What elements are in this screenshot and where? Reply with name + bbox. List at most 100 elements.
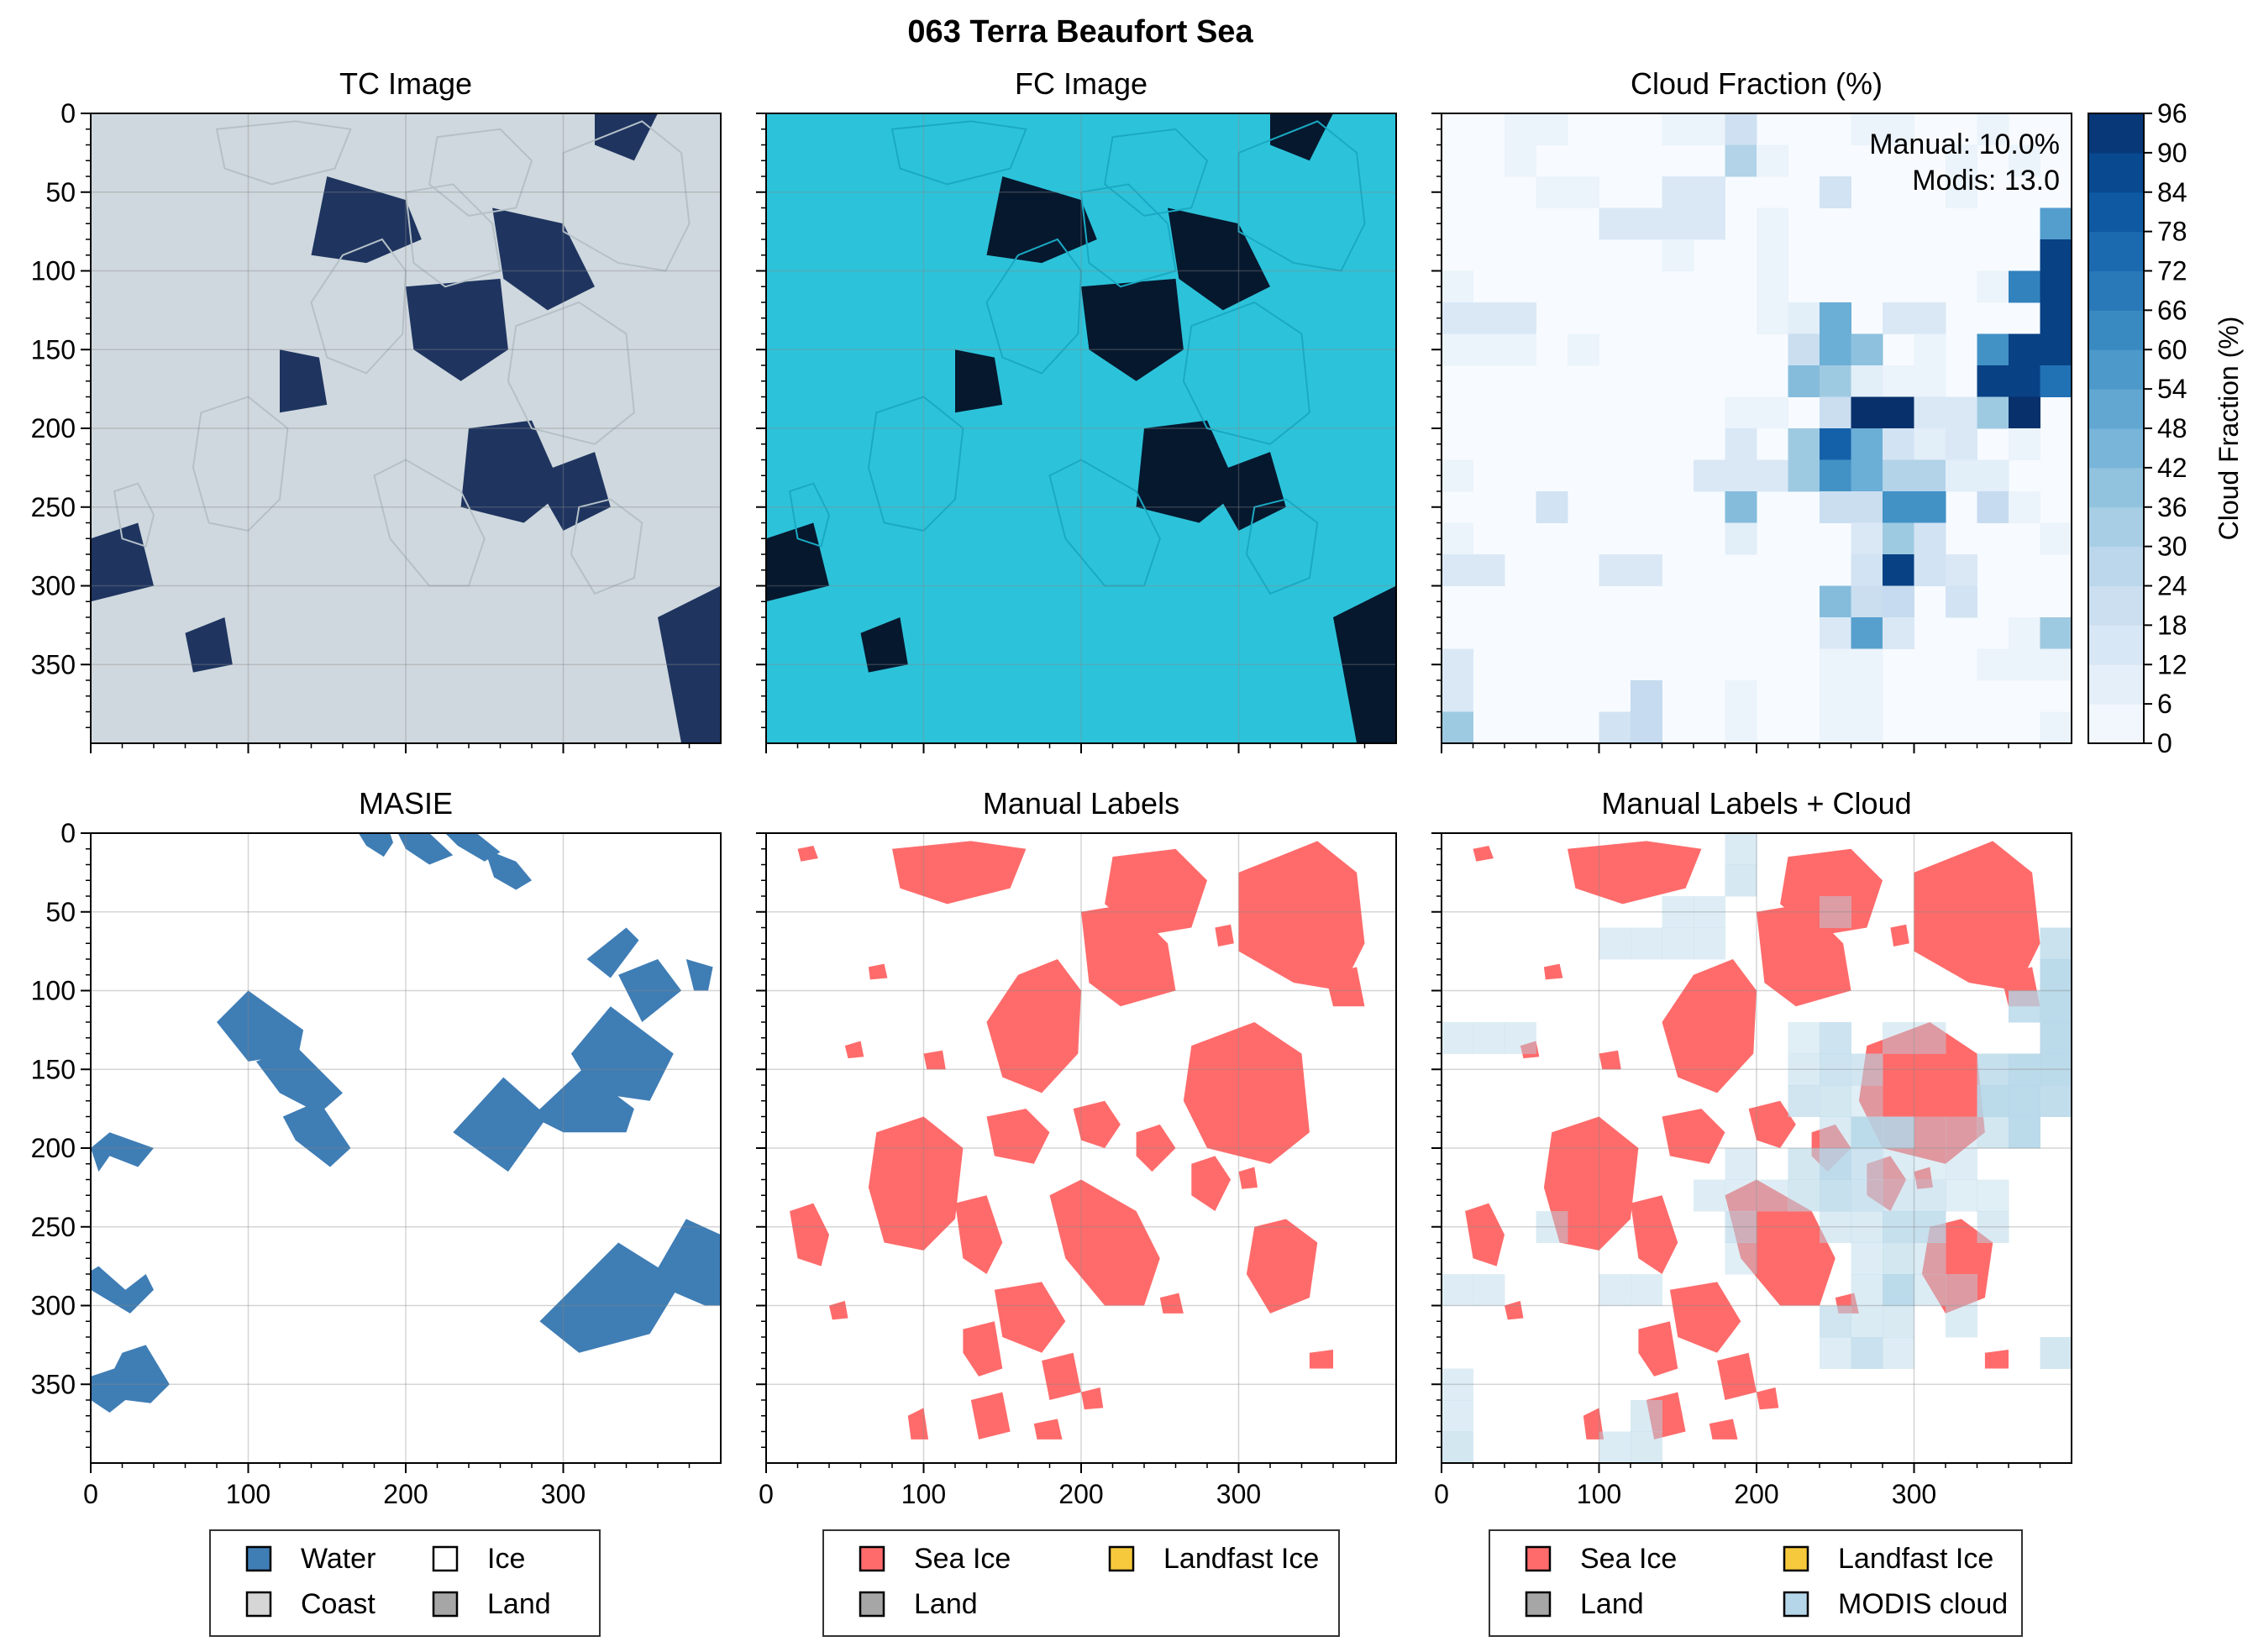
heatmap-cell (1851, 554, 1883, 586)
modis-cloud-cell (2009, 990, 2040, 1023)
y-tick-label: 350 (31, 1369, 76, 1399)
heatmap-cell (1914, 365, 1946, 397)
legend-label: Landfast Ice (1163, 1543, 1319, 1575)
sea-ice-floe (1914, 841, 2040, 991)
p2-floe-edge (1048, 459, 1161, 587)
heatmap-cell (1442, 711, 1473, 743)
masie-map (91, 833, 721, 1463)
heatmap-cell (1883, 459, 1914, 492)
modis-cloud-cell (1883, 1274, 1914, 1306)
heatmap-cell (1820, 365, 1851, 397)
heatmap-cell (1883, 554, 1914, 586)
heatmap-cell (2009, 648, 2040, 681)
masie-water-region (91, 1345, 170, 1413)
sea-ice-floe (1238, 1167, 1258, 1189)
masie-water-region (586, 927, 639, 978)
colorbar-segment (2088, 270, 2144, 311)
x-tick-label: 0 (83, 1479, 98, 1509)
colorbar-tick-label: 54 (2157, 374, 2187, 404)
masie-water-region (397, 833, 454, 865)
heatmap-cell (1725, 711, 1757, 743)
heatmap-cell (2040, 302, 2072, 334)
sea-ice-floe (994, 1282, 1066, 1353)
heatmap-cell (2040, 333, 2072, 366)
sea-ice-floe (1568, 841, 1702, 905)
manual-cloud-annotation: Manual: 10.0% (1869, 128, 2060, 160)
y-tick-label: 250 (31, 1212, 76, 1242)
modis-cloud-cell (1820, 1305, 1851, 1338)
heatmap-cell (1977, 270, 2009, 303)
p2-floe-edge (1079, 183, 1177, 288)
heatmap-cell (2040, 365, 2072, 397)
modis-cloud-cell (1473, 1274, 1505, 1306)
heatmap-cell (2040, 617, 2072, 649)
masie-water-region (685, 959, 713, 991)
colorbar-segment (2088, 428, 2144, 469)
modis-cloud-cell (1662, 896, 1694, 928)
heatmap-cell (1977, 113, 2009, 145)
heatmap-cell (1851, 365, 1883, 397)
sea-ice-floe (1309, 1350, 1333, 1369)
modis-cloud-cell (1725, 1148, 1757, 1180)
masie-water-region (570, 1006, 674, 1101)
masie-water-region (618, 959, 682, 1022)
p1-floe-edge (404, 183, 502, 288)
fc-panel-title: FC Image (1015, 66, 1148, 101)
heatmap-cell (1725, 396, 1757, 429)
colorbar-label: Cloud Fraction (%) (2214, 317, 2244, 541)
heatmap-cell (1788, 302, 1820, 334)
modis-cloud-cell (2009, 1085, 2040, 1117)
legend-swatch (1525, 1591, 1552, 1618)
sea-ice-floe (1081, 904, 1176, 1007)
p1-water-lead (595, 113, 658, 161)
p2-floe-edge (1182, 301, 1310, 445)
heatmap-cell (2009, 144, 2040, 177)
sea-ice-floe (986, 959, 1081, 1093)
y-tick-label: 0 (60, 98, 76, 128)
modis-cloud-cell (1725, 864, 1757, 897)
heatmap-cell (1851, 585, 1883, 618)
masie-water-region (539, 1242, 682, 1353)
sea-ice-floe (1890, 924, 1909, 947)
heatmap-cell (1757, 270, 1788, 303)
heatmap-cell (1883, 617, 1914, 649)
sea-ice-floe (986, 1109, 1050, 1164)
heatmap-cell (1977, 333, 2009, 366)
p1-floe-edge (428, 128, 533, 217)
heatmap-cell (1914, 459, 1946, 492)
colorbar-tick-label: 84 (2157, 177, 2187, 207)
sea-ice-floe (1543, 1116, 1639, 1251)
colorbar-tick-label: 66 (2157, 295, 2187, 325)
sea-ice-floe (1717, 1352, 1757, 1400)
modis-cloud-cell (1883, 1148, 1914, 1180)
legend-frame (822, 1529, 1340, 1637)
colorbar-tick-label: 96 (2157, 98, 2187, 128)
masie-water-region (217, 990, 304, 1062)
heatmap-cell (1914, 396, 1946, 429)
legend-label: Sea Ice (1580, 1543, 1677, 1575)
heatmap-cell (2040, 522, 2072, 555)
modis-cloud-cell (1851, 1053, 1883, 1086)
legend-swatch (432, 1591, 459, 1618)
modis-cloud-cell (2009, 1116, 2040, 1149)
modis-cloud-cell (1946, 1116, 1977, 1149)
cloud-fraction-heatmap (1442, 113, 2072, 743)
legend-label: Land (1580, 1588, 1644, 1620)
modis-cloud-cell (1851, 1211, 1883, 1243)
heatmap-cell (1883, 491, 1914, 523)
modis-cloud-cell (1694, 1179, 1725, 1212)
p2-water-lead (766, 522, 829, 602)
p1-floe-edge (215, 120, 352, 186)
y-tick-label: 300 (31, 571, 76, 601)
modis-cloud-cell (1820, 1053, 1851, 1086)
heatmap-cell (1442, 459, 1473, 492)
masie-legend: Water Ice Coast Land (209, 1529, 601, 1637)
colorbar-tick-label: 36 (2157, 492, 2187, 522)
masie-water-region (484, 848, 532, 890)
modis-cloud-cell (1442, 1022, 1473, 1054)
modis-cloud-cell (1883, 1337, 1914, 1369)
heatmap-cell (1442, 302, 1473, 334)
p1-floe-edge (373, 459, 486, 587)
heatmap-cell (1788, 428, 1820, 460)
